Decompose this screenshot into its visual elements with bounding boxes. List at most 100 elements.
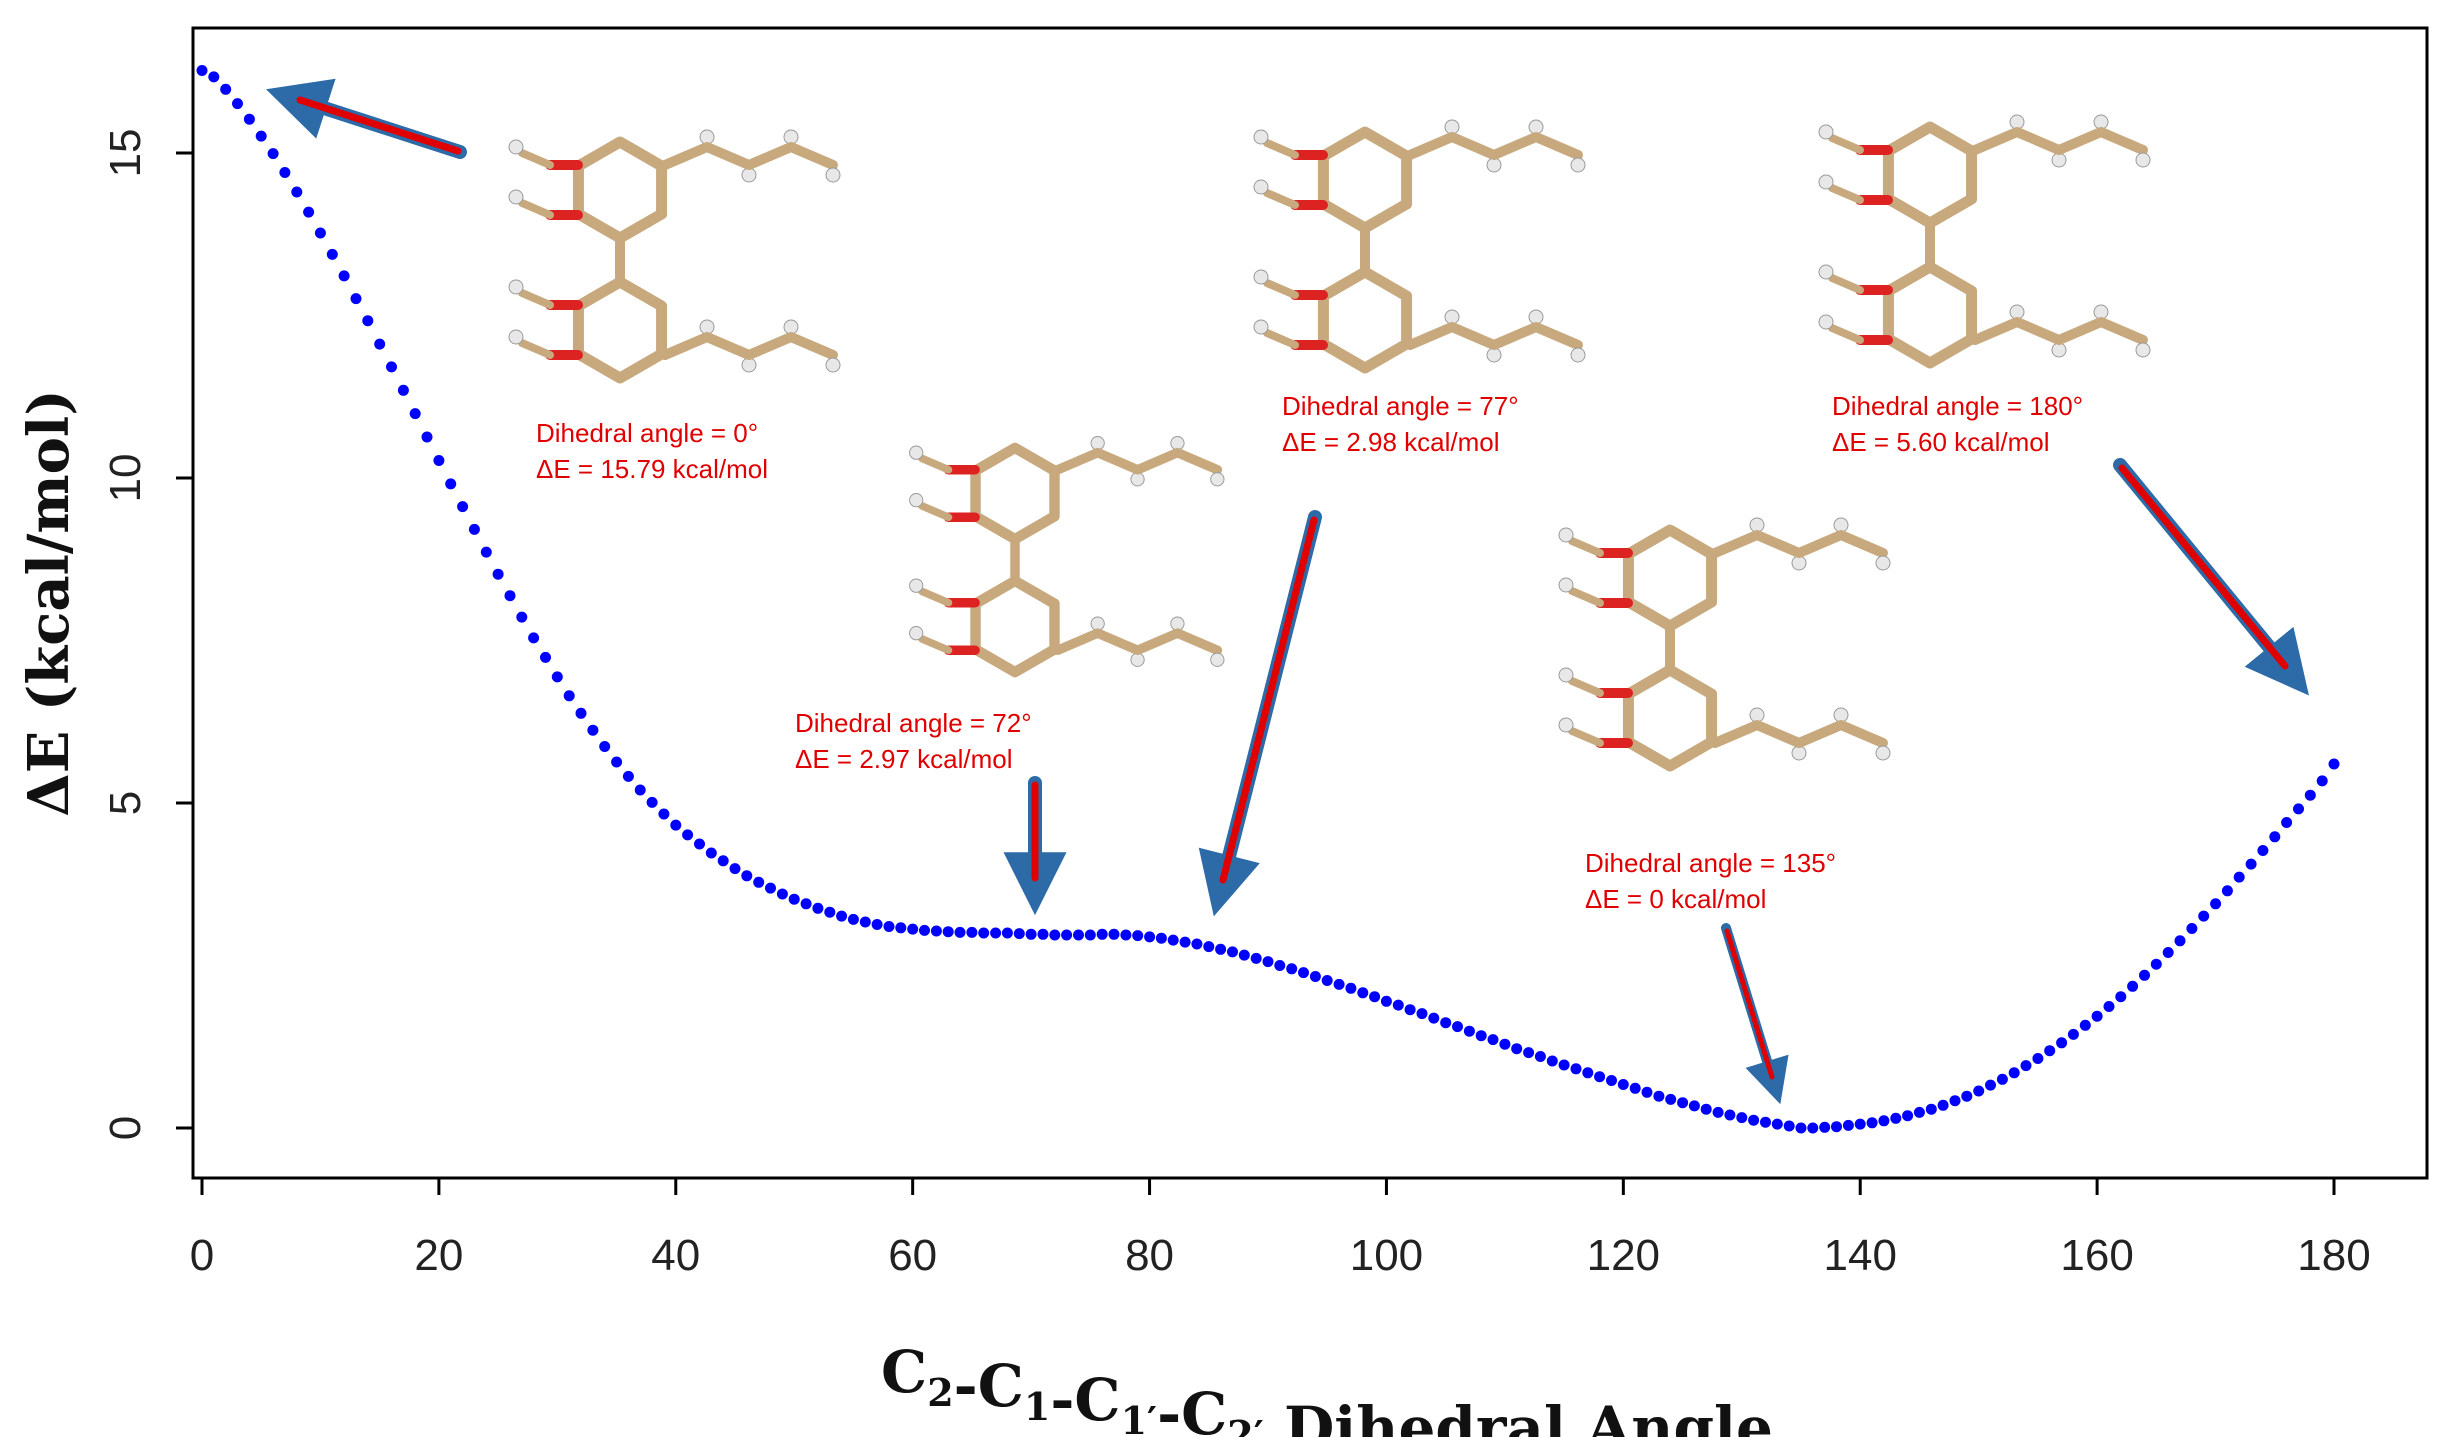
data-point xyxy=(1025,928,1037,940)
data-point xyxy=(1842,1119,1854,1131)
molecule-bond xyxy=(1710,720,1762,748)
data-point xyxy=(1238,949,1250,961)
hydrogen-atom xyxy=(1749,707,1765,723)
data-point xyxy=(2044,1045,2056,1057)
arrow-180deg xyxy=(2113,458,2309,696)
data-point xyxy=(1641,1086,1653,1098)
molecule-bond xyxy=(1836,530,1888,558)
hydrogen-atom xyxy=(1210,472,1225,487)
data-point xyxy=(717,855,729,867)
data-point xyxy=(859,916,871,928)
data-point xyxy=(1558,1059,1570,1071)
annotation-4-energy: ΔE = 5.60 kcal/mol xyxy=(1832,427,2050,457)
data-point xyxy=(871,919,883,930)
data-point xyxy=(1298,967,1309,979)
data-point xyxy=(1333,978,1345,990)
molecule-bond xyxy=(1092,447,1143,475)
hydrogen-atom xyxy=(1444,119,1460,135)
data-point xyxy=(907,923,919,935)
molecule-ring xyxy=(572,136,668,244)
molecule-bond xyxy=(744,332,796,360)
data-point xyxy=(1878,1115,1890,1127)
molecule-bond xyxy=(1263,329,1299,349)
data-point xyxy=(824,906,836,918)
data-point xyxy=(1286,963,1298,975)
annotation-arrows xyxy=(266,78,2309,1105)
x-axis: 0 20 40 60 80 100 120 140 160 180 xyxy=(190,1176,2371,1280)
data-point xyxy=(1937,1099,1949,1111)
data-point xyxy=(504,590,516,602)
hydrogen-atom xyxy=(1818,314,1834,330)
data-point xyxy=(919,924,930,936)
data-point xyxy=(1996,1073,2008,1085)
y-tick-label: 0 xyxy=(101,1116,150,1140)
molecule-bond xyxy=(1489,322,1541,350)
molecule-bond xyxy=(1568,677,1604,697)
data-point xyxy=(2293,803,2304,815)
data-point xyxy=(303,206,315,218)
x-axis-title: C2-C1-C1′-C2′ Dihedral Angle xyxy=(881,1338,1773,1437)
data-point xyxy=(812,902,824,914)
data-point xyxy=(1416,1008,1428,1020)
hydrogen-atom xyxy=(1570,347,1586,363)
data-point xyxy=(1523,1047,1535,1059)
molecule-ring xyxy=(1882,261,1978,369)
hydrogen-atom xyxy=(1528,309,1544,325)
hydrogen-atom xyxy=(1749,517,1765,533)
data-point xyxy=(1061,929,1073,941)
molecule-bond xyxy=(1828,134,1864,154)
hydrogen-atom xyxy=(1528,119,1544,135)
data-point xyxy=(1345,982,1357,994)
data-point xyxy=(1262,956,1274,968)
x-tick-label: 120 xyxy=(1587,1231,1660,1280)
hydrogen-atom xyxy=(508,329,524,345)
molecule-ring xyxy=(970,442,1060,545)
data-point xyxy=(540,651,551,663)
hydrogen-atom xyxy=(2135,152,2151,168)
hydrogen-atom xyxy=(508,279,524,295)
data-point xyxy=(1677,1097,1689,1109)
molecule-bond xyxy=(1568,587,1604,607)
hydrogen-atom xyxy=(508,139,524,155)
annotation-2-energy: ΔE = 2.98 kcal/mol xyxy=(1282,427,1500,457)
molecule-bond xyxy=(518,149,554,169)
data-point xyxy=(978,927,990,939)
molecule-bond xyxy=(702,332,754,360)
data-point xyxy=(279,167,291,178)
hydrogen-atom xyxy=(1444,309,1460,325)
data-point xyxy=(196,65,208,76)
data-point xyxy=(433,455,445,466)
hydrogen-atom xyxy=(909,626,924,641)
data-point xyxy=(492,568,504,580)
hydrogen-atom xyxy=(825,357,841,373)
hydrogen-atom xyxy=(1253,269,1269,285)
annotation-4-angle: Dihedral angle = 180° xyxy=(1832,391,2083,421)
data-point xyxy=(800,898,812,910)
molecule-bond xyxy=(1405,132,1457,160)
data-point xyxy=(1570,1063,1582,1075)
hydrogen-atom xyxy=(1791,555,1807,571)
hydrogen-atom xyxy=(2093,304,2109,320)
data-point xyxy=(2281,817,2293,828)
data-point xyxy=(1866,1117,1878,1129)
data-point xyxy=(1452,1021,1463,1033)
molecule-bond xyxy=(918,454,953,474)
data-point xyxy=(1890,1112,1902,1124)
data-point xyxy=(1309,971,1321,982)
data-point xyxy=(1013,928,1025,940)
annotations: Dihedral angle = 0° ΔE = 15.79 kcal/mol … xyxy=(536,391,2083,914)
data-point xyxy=(409,408,421,420)
data-point xyxy=(1357,987,1369,999)
annotation-1-energy: ΔE = 2.97 kcal/mol xyxy=(795,744,1013,774)
data-point xyxy=(2174,935,2186,947)
x-axis-title-subscript: 2 xyxy=(927,1370,953,1415)
molecule-0deg xyxy=(508,129,841,384)
data-point xyxy=(1215,943,1227,955)
hydrogen-atom xyxy=(1130,652,1145,667)
data-point xyxy=(208,71,220,83)
molecule-bond xyxy=(518,339,554,359)
molecule-bond xyxy=(1053,628,1103,656)
data-point xyxy=(1084,929,1096,941)
data-point xyxy=(930,925,942,937)
data-point xyxy=(1274,960,1286,971)
